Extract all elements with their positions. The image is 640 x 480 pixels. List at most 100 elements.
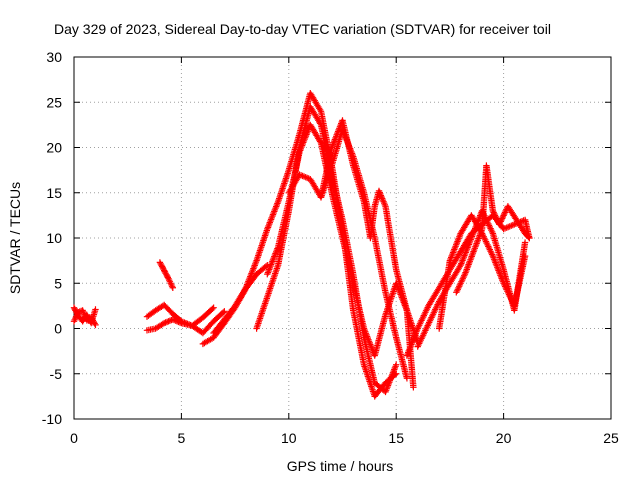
data-point-run	[457, 236, 474, 269]
y-tick-label: 15	[46, 185, 62, 201]
data-point-run	[231, 286, 249, 310]
data-point-run	[414, 322, 431, 350]
x-tick-label: 0	[70, 430, 78, 446]
x-tick-label: 5	[178, 430, 186, 446]
data-point	[521, 252, 529, 260]
data-point-run	[210, 317, 227, 337]
data-point-run	[242, 259, 260, 291]
data-point-run	[199, 319, 216, 337]
data-point-run	[513, 216, 528, 236]
data-point-run	[500, 221, 516, 233]
data-point-run	[156, 259, 167, 273]
data-point-run	[393, 266, 410, 312]
data-point	[521, 239, 529, 246]
data-point-run	[461, 250, 477, 278]
x-tick-label: 25	[603, 430, 619, 446]
data-point-run	[371, 313, 389, 359]
data-point-run	[285, 173, 302, 196]
data-point-run	[339, 117, 356, 168]
data-point-run	[70, 310, 81, 325]
axis-ticks: 0 5 10 15 20 25 -10 -5 0 5 10 15 20 25 30	[42, 49, 619, 446]
data-point-run	[371, 234, 389, 294]
data-point-run	[264, 245, 281, 278]
data-point-run	[328, 127, 346, 169]
chart-title: Day 329 of 2023, Sidereal Day-to-day VTE…	[54, 21, 551, 37]
data-point	[92, 306, 99, 313]
y-tick-label: -5	[50, 366, 63, 382]
data-point-run	[496, 204, 511, 228]
data-point-run	[253, 263, 270, 278]
data-point-run	[274, 200, 292, 251]
data-point-run	[457, 213, 474, 237]
x-axis-label: GPS time / hours	[287, 458, 394, 474]
y-tick-label: 10	[46, 230, 62, 246]
data-point-run	[296, 171, 312, 182]
y-tick-label: 25	[46, 94, 62, 110]
data-point	[393, 361, 400, 368]
series-arc-4	[143, 301, 217, 329]
data-point-run	[382, 289, 399, 339]
data-point-run	[83, 315, 93, 324]
data-point-run	[483, 162, 496, 213]
data-point-run	[350, 307, 367, 367]
data-point-run	[264, 263, 281, 300]
data-point-run	[253, 295, 270, 332]
data-point-run	[504, 203, 519, 222]
series-arc-15	[453, 162, 533, 296]
data-point-run	[165, 275, 176, 290]
data-point-run	[188, 315, 205, 329]
data-point-run	[307, 103, 324, 127]
series-arc-2	[70, 307, 99, 329]
data-point-run	[425, 299, 442, 328]
data-point	[92, 321, 99, 329]
data-point-run	[253, 227, 270, 264]
series-arc-5	[156, 259, 177, 291]
data-point-run	[75, 307, 85, 316]
y-tick-label: 0	[54, 321, 62, 337]
data-point-run	[143, 308, 158, 320]
data-point-run	[350, 280, 367, 330]
data-point-run	[382, 203, 400, 272]
data-point-run	[328, 189, 346, 240]
data-point	[169, 284, 177, 291]
y-tick-label: 20	[46, 140, 62, 156]
data-point-run	[199, 305, 216, 321]
data-point-run	[489, 252, 507, 285]
data-point	[410, 384, 417, 391]
data-point-run	[446, 263, 463, 287]
data-point	[403, 375, 411, 382]
data-point-run	[382, 363, 399, 396]
data-point-run	[339, 234, 356, 285]
data-point-run	[446, 231, 464, 264]
data-point-run	[296, 91, 313, 138]
series-arc-13	[414, 207, 529, 350]
data-point-run	[307, 121, 324, 145]
data-point-run	[169, 310, 184, 324]
x-tick-label: 10	[281, 430, 297, 446]
data-point-run	[264, 200, 281, 233]
x-tick-label: 20	[496, 430, 512, 446]
data-point-run	[360, 334, 378, 385]
data-point-run	[274, 168, 292, 205]
data-point-run	[307, 90, 324, 113]
data-point-run	[511, 254, 528, 310]
data-point-run	[470, 227, 485, 255]
data-point-run	[199, 335, 216, 348]
data-point-run	[350, 162, 367, 204]
data-point-run	[414, 304, 431, 332]
series-arc-14	[436, 212, 529, 332]
data-point-run	[367, 204, 378, 242]
data-point-run	[161, 301, 175, 316]
data-points	[70, 90, 533, 400]
x-tick-label: 15	[388, 430, 404, 446]
data-point-run	[375, 187, 388, 208]
y-tick-label: 30	[46, 49, 62, 65]
data-point	[210, 304, 217, 311]
y-tick-label: 5	[54, 275, 62, 291]
data-point-run	[317, 146, 335, 201]
data-point-run	[521, 230, 532, 241]
y-axis-label: SDTVAR / TECUs	[7, 182, 23, 294]
series-arc-9	[264, 121, 421, 359]
y-tick-label: -10	[42, 411, 62, 427]
